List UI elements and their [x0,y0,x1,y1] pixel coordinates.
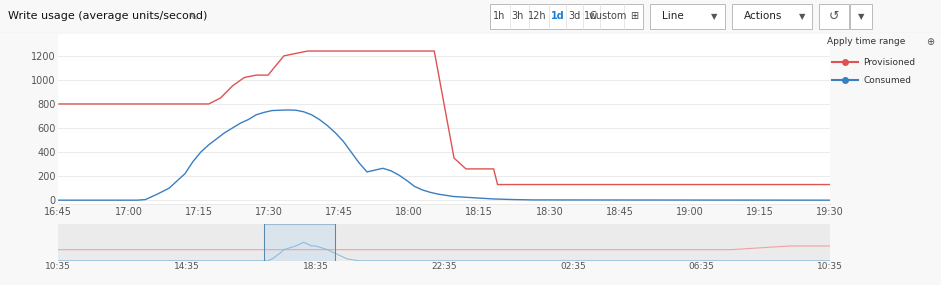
Bar [264,224,335,261]
FancyBboxPatch shape [650,3,725,29]
Text: Custom: Custom [589,11,627,21]
Text: Line: Line [662,11,684,21]
Text: 1w: 1w [584,11,598,21]
Text: Actions: Actions [743,11,782,21]
Text: Provisioned: Provisioned [863,58,916,67]
FancyBboxPatch shape [819,3,849,29]
Text: ↺: ↺ [829,10,839,23]
Text: Write usage (average units/second): Write usage (average units/second) [8,11,207,21]
Text: ▼: ▼ [799,12,805,21]
FancyBboxPatch shape [490,3,643,29]
Text: ▼: ▼ [710,12,717,21]
Text: 12h: 12h [528,11,547,21]
Text: 3d: 3d [567,11,580,21]
Text: ▼: ▼ [858,12,864,21]
Text: 3h: 3h [512,11,524,21]
Text: ⊕: ⊕ [927,37,934,47]
Text: Apply time range: Apply time range [826,37,905,46]
Text: 1h: 1h [493,11,505,21]
FancyBboxPatch shape [850,3,872,29]
FancyBboxPatch shape [732,3,812,29]
Text: 1d: 1d [551,11,565,21]
Text: Consumed: Consumed [863,76,911,85]
Text: ✎: ✎ [188,11,197,21]
Text: ⊞: ⊞ [630,11,638,21]
